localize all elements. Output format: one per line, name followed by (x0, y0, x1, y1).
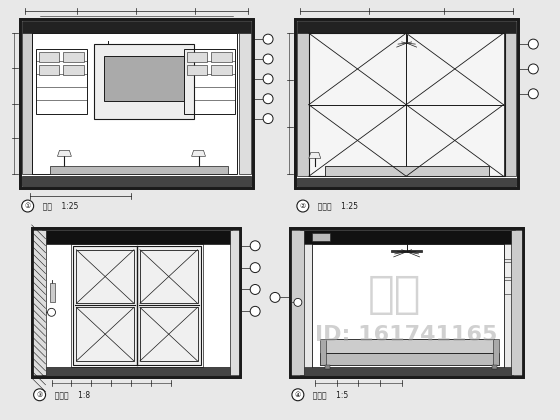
Bar (309, 105, 406, 176)
Bar (325, 166, 489, 176)
Bar (76, 307, 134, 361)
Text: ①: ① (25, 203, 31, 209)
Bar (140, 250, 198, 303)
Circle shape (34, 389, 45, 401)
Bar (41, 367, 230, 375)
Circle shape (263, 54, 273, 64)
Bar (492, 365, 497, 369)
Bar (304, 244, 312, 367)
Bar (22, 21, 251, 33)
Bar (32, 228, 240, 377)
Bar (511, 230, 524, 375)
Bar (325, 365, 330, 369)
Circle shape (263, 94, 273, 104)
Circle shape (263, 34, 273, 44)
Circle shape (250, 241, 260, 251)
Circle shape (294, 299, 302, 306)
Circle shape (250, 262, 260, 273)
Bar (39, 65, 59, 75)
Bar (22, 33, 32, 174)
Text: 知本: 知本 (368, 273, 422, 316)
Polygon shape (309, 152, 321, 158)
Circle shape (292, 389, 304, 401)
Bar (297, 178, 516, 186)
Polygon shape (58, 150, 71, 156)
Bar (505, 33, 516, 176)
Bar (63, 65, 85, 75)
Bar (49, 283, 54, 302)
Text: 北立面    1:5: 北立面 1:5 (308, 390, 348, 399)
Bar (94, 47, 123, 49)
Bar (297, 21, 516, 33)
Bar (230, 230, 240, 375)
Bar (309, 33, 406, 105)
Bar (104, 56, 184, 101)
Bar (71, 244, 203, 367)
Bar (312, 233, 330, 241)
Bar (184, 49, 235, 114)
Bar (391, 250, 422, 252)
Bar (49, 166, 228, 174)
Bar (309, 33, 505, 176)
Bar (20, 19, 253, 188)
Bar (212, 52, 232, 62)
Bar (120, 252, 151, 254)
Circle shape (528, 89, 538, 99)
Circle shape (22, 200, 34, 212)
Bar (320, 339, 326, 365)
Circle shape (297, 200, 309, 212)
Bar (300, 230, 515, 244)
Bar (320, 353, 498, 365)
Bar (186, 52, 208, 62)
Text: ID: 161741165: ID: 161741165 (315, 325, 498, 345)
Bar (406, 33, 503, 105)
Polygon shape (192, 150, 206, 156)
Bar (297, 33, 309, 176)
Bar (32, 230, 45, 375)
Bar (325, 339, 493, 353)
Circle shape (270, 292, 280, 302)
Bar (300, 367, 514, 375)
Text: ②: ② (300, 203, 306, 209)
Bar (73, 246, 200, 365)
Bar (36, 49, 87, 114)
Bar (503, 280, 511, 294)
Circle shape (250, 306, 260, 316)
Bar (41, 230, 232, 244)
Bar (212, 65, 232, 75)
Bar (140, 307, 198, 361)
Bar (186, 65, 208, 75)
Bar (503, 262, 511, 276)
Bar (32, 33, 237, 174)
Bar (22, 176, 251, 186)
Bar (406, 105, 503, 176)
Text: 入口间    1:25: 入口间 1:25 (313, 202, 358, 210)
Bar (290, 228, 524, 377)
Bar (503, 244, 511, 367)
Text: 卫生间    1:8: 卫生间 1:8 (49, 390, 90, 399)
Bar (295, 19, 519, 188)
Bar (239, 33, 251, 174)
Bar (63, 52, 85, 62)
Bar (76, 250, 134, 303)
Circle shape (528, 39, 538, 49)
Circle shape (528, 64, 538, 74)
Circle shape (250, 284, 260, 294)
Bar (395, 41, 418, 43)
Bar (94, 44, 194, 118)
Circle shape (263, 114, 273, 123)
Bar (295, 19, 519, 188)
Bar (290, 230, 304, 375)
Circle shape (263, 74, 273, 84)
Bar (20, 19, 253, 188)
Bar (290, 228, 524, 377)
Bar (493, 339, 498, 365)
Text: ③: ③ (36, 392, 43, 398)
Circle shape (48, 308, 55, 316)
Bar (503, 244, 511, 259)
Text: 客厅    1:25: 客厅 1:25 (38, 202, 78, 210)
Text: ④: ④ (295, 392, 301, 398)
Bar (39, 52, 59, 62)
Bar (32, 228, 240, 377)
